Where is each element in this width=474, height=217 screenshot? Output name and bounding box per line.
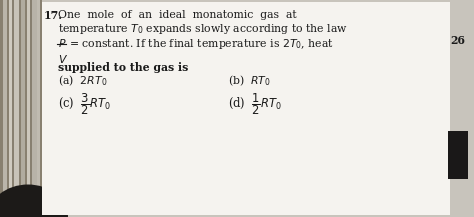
Bar xyxy=(37,0,40,217)
Text: temperature $T_0$ expands slowly according to the law: temperature $T_0$ expands slowly accordi… xyxy=(58,22,348,36)
Bar xyxy=(3,0,7,217)
Bar xyxy=(27,0,30,217)
Bar xyxy=(42,2,450,215)
Text: (d)  $\dfrac{1}{2}RT_0$: (d) $\dfrac{1}{2}RT_0$ xyxy=(228,91,282,117)
Text: $P$: $P$ xyxy=(58,37,66,49)
Text: 17.: 17. xyxy=(44,10,63,21)
Ellipse shape xyxy=(0,184,68,217)
Text: $V$: $V$ xyxy=(58,53,68,65)
Text: One  mole  of  an  ideal  monatomic  gas  at: One mole of an ideal monatomic gas at xyxy=(58,10,297,20)
Text: (c)  $\dfrac{3}{2}RT_0$: (c) $\dfrac{3}{2}RT_0$ xyxy=(58,91,111,117)
Bar xyxy=(21,0,25,217)
Bar xyxy=(14,0,19,217)
Bar xyxy=(9,0,12,217)
Bar xyxy=(448,131,468,179)
Text: 26: 26 xyxy=(450,35,465,46)
Bar xyxy=(0,0,42,217)
Text: supplied to the gas is: supplied to the gas is xyxy=(58,62,188,73)
Text: (b)  $RT_0$: (b) $RT_0$ xyxy=(228,73,271,88)
Text: = constant. If the final temperature is $2T_0$, heat: = constant. If the final temperature is … xyxy=(69,37,334,51)
Bar xyxy=(32,0,37,217)
Text: (a)  $2RT_0$: (a) $2RT_0$ xyxy=(58,73,107,88)
